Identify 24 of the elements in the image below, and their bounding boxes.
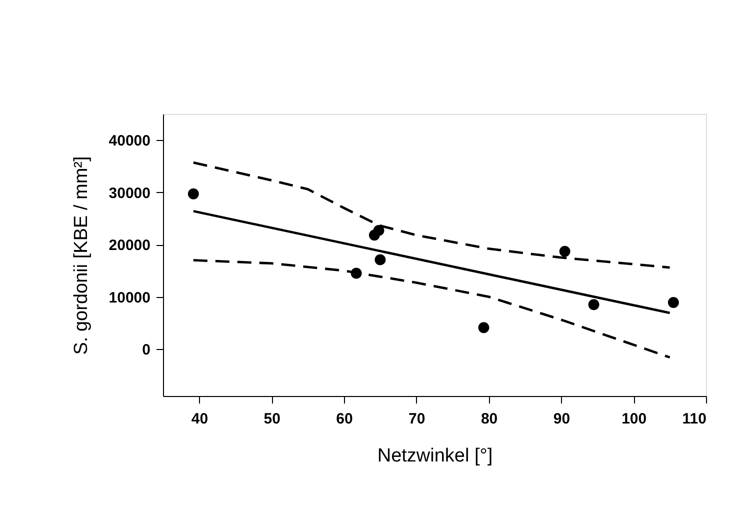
point bbox=[588, 299, 600, 310]
point bbox=[559, 246, 570, 257]
y-tick-label: 0 bbox=[142, 342, 150, 358]
y-tick-label: 10000 bbox=[108, 289, 150, 306]
x-tick-label: 90 bbox=[553, 410, 570, 428]
x-tick-label: 60 bbox=[336, 410, 353, 428]
y-tick-label: 30000 bbox=[108, 184, 150, 202]
x-tick-label: 40 bbox=[191, 410, 208, 428]
y-tick-label: 40000 bbox=[108, 132, 150, 150]
point bbox=[373, 224, 384, 236]
y-axis-title: S. gordonii [KBE / mm²] bbox=[70, 156, 92, 355]
point bbox=[188, 188, 199, 200]
line-series bbox=[192, 161, 671, 269]
x-tick-label: 100 bbox=[622, 410, 647, 428]
point bbox=[668, 297, 679, 308]
point bbox=[478, 322, 490, 334]
x-tick-label: 50 bbox=[264, 410, 280, 428]
x-axis-title: Netzwinkel [°] bbox=[377, 446, 493, 466]
point bbox=[374, 254, 386, 266]
line-series bbox=[192, 259, 671, 359]
y-tick-label: 20000 bbox=[108, 237, 150, 254]
x-tick-label: 110 bbox=[682, 410, 706, 428]
x-tick-label: 70 bbox=[408, 410, 426, 428]
x-tick-label: 80 bbox=[480, 410, 498, 428]
